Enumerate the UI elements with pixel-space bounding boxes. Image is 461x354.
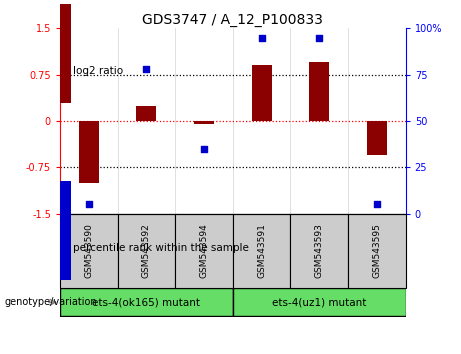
Bar: [136, 105, 156, 121]
Text: GSM543592: GSM543592: [142, 223, 151, 278]
Point: [85, 202, 92, 207]
Point: [258, 35, 266, 40]
Bar: [348, 214, 406, 288]
Bar: [309, 62, 329, 121]
Text: percentile rank within the sample: percentile rank within the sample: [73, 243, 249, 253]
Text: GSM543593: GSM543593: [315, 223, 324, 278]
Point: [373, 202, 381, 207]
Bar: [290, 214, 348, 288]
Bar: [79, 121, 99, 183]
Bar: [252, 65, 272, 121]
Text: GSM543595: GSM543595: [372, 223, 381, 278]
Bar: [60, 214, 118, 288]
Point: [315, 35, 323, 40]
Text: log2 ratio: log2 ratio: [73, 66, 123, 76]
Bar: [118, 214, 175, 288]
Text: ets-4(uz1) mutant: ets-4(uz1) mutant: [272, 297, 366, 307]
Text: genotype/variation: genotype/variation: [5, 297, 97, 307]
Text: GSM543590: GSM543590: [84, 223, 93, 278]
Text: GSM543591: GSM543591: [257, 223, 266, 278]
Bar: [367, 121, 387, 155]
Point: [142, 66, 150, 72]
Bar: [194, 121, 214, 124]
Text: ets-4(ok165) mutant: ets-4(ok165) mutant: [92, 297, 201, 307]
Bar: [60, 289, 233, 316]
Text: GSM543594: GSM543594: [200, 223, 208, 278]
Point: [200, 146, 207, 152]
Bar: [233, 214, 290, 288]
Title: GDS3747 / A_12_P100833: GDS3747 / A_12_P100833: [142, 13, 323, 27]
Bar: [175, 214, 233, 288]
Bar: [233, 289, 406, 316]
